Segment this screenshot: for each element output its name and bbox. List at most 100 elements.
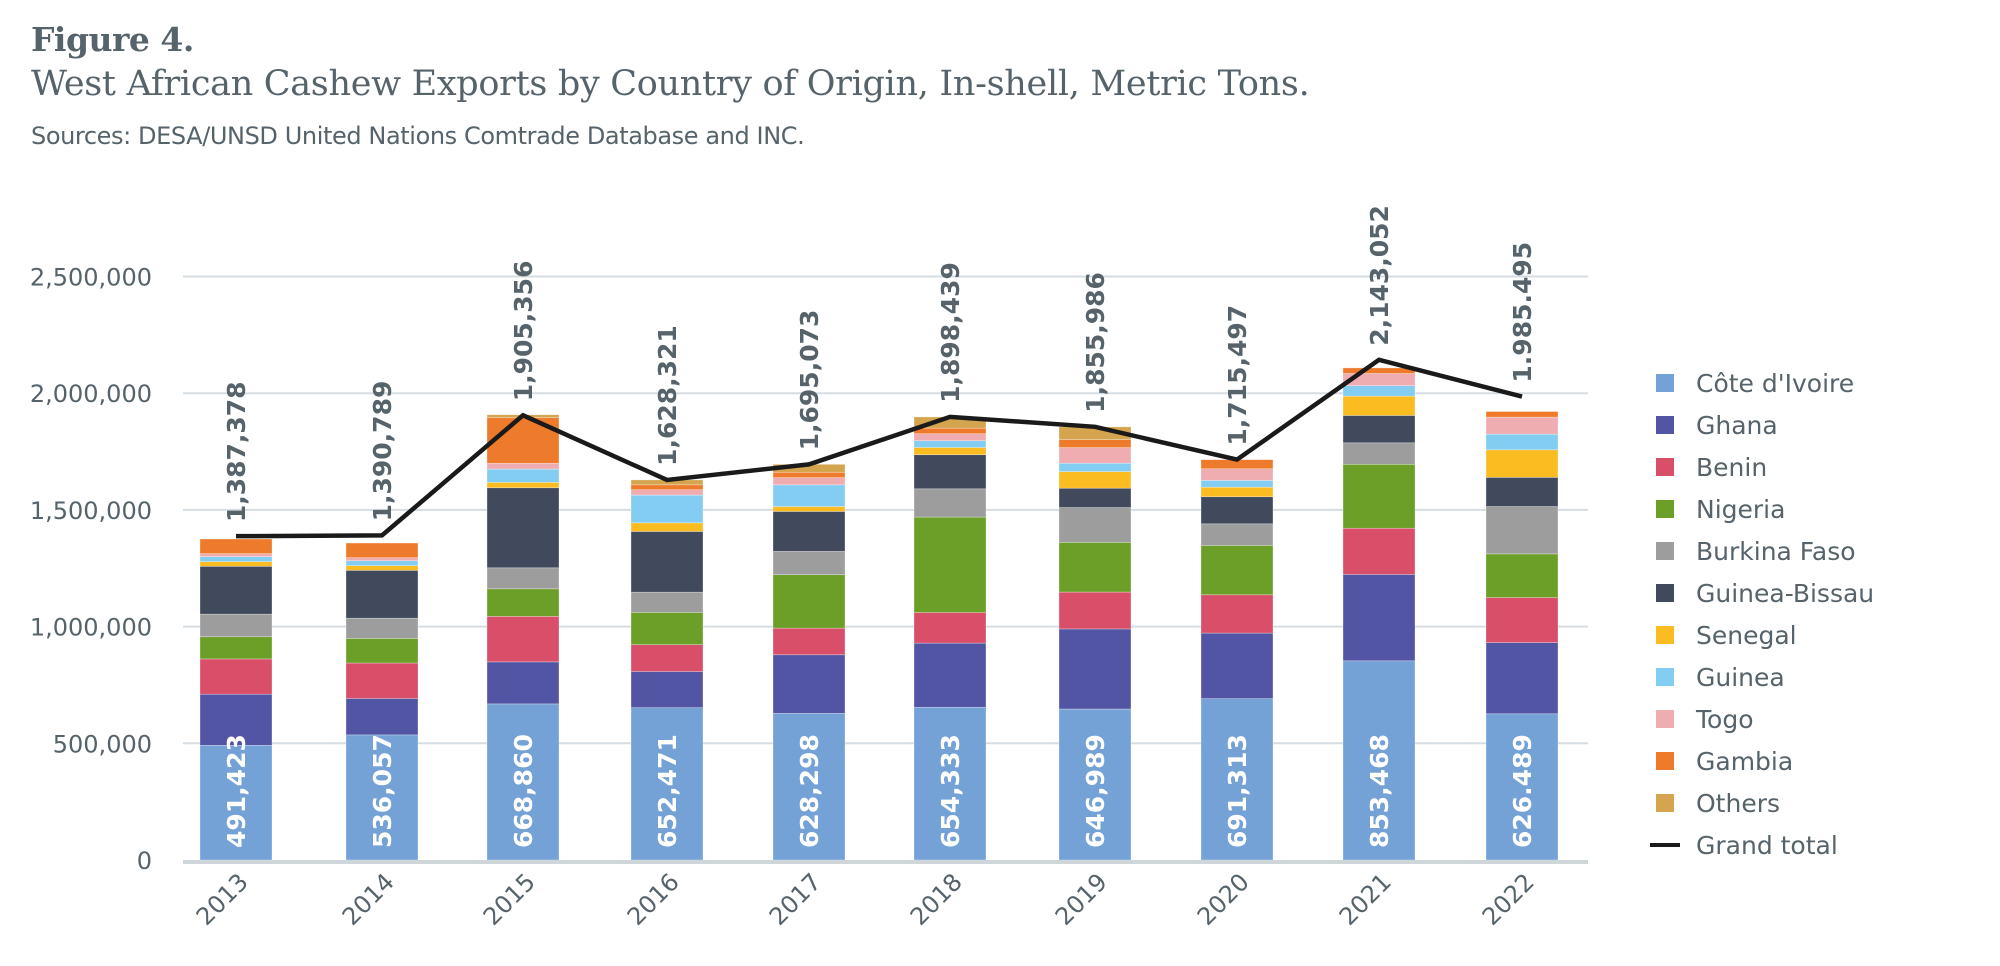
bar-segment-ghana — [630, 671, 704, 709]
legend-label: Nigeria — [1696, 494, 1786, 524]
bar-segment-benin — [630, 644, 704, 672]
bar-segment-gambia — [772, 471, 846, 478]
bar-segment-nigeria — [486, 588, 560, 617]
x-tick-label: 2017 — [764, 868, 827, 931]
legend-swatch-icon — [1656, 626, 1674, 644]
bar-segment-guinea-bissau — [1200, 496, 1274, 525]
legend-label: Benin — [1696, 452, 1768, 482]
x-tick-label: 2016 — [622, 868, 685, 931]
x-axis-tick-labels: 2013 2014 2015 2016 2017 2018 2019 2020 2021 2022 — [191, 868, 1540, 931]
bar-segment-benin — [1342, 527, 1416, 575]
x-tick-label: 2022 — [1477, 868, 1540, 931]
grand-total-labels: 1,387,378 1,390,789 1,905,356 1,628,321 1,69… — [222, 205, 1537, 522]
bar-segment-senegal — [1200, 486, 1274, 498]
bar-segment-guinea — [1200, 480, 1274, 488]
civ-value-label: 626.489 — [1508, 734, 1537, 848]
legend-item-others: Others — [1650, 782, 1874, 824]
legend: Côte d'Ivoire Ghana Benin Nigeria Burkina Fa… — [1650, 362, 1874, 866]
bar-segment-c-te-d-ivoire — [1342, 660, 1416, 861]
bar-segment-senegal — [345, 565, 419, 571]
cote-divoire-value-labels: 491,423 536,057 668,860 652,471 628,298 654,3… — [222, 734, 1537, 848]
bar-segment-senegal — [630, 522, 704, 532]
y-axis-tick-labels: 0 500,000 1,000,000 1,500,000 2,000,000 2,500… — [30, 264, 152, 876]
bar-segment-guinea-bissau — [199, 565, 273, 615]
bar-segment-guinea — [630, 494, 704, 524]
y-tick-label: 2,500,000 — [30, 264, 152, 292]
bar-segment-togo — [1058, 447, 1132, 464]
legend-label: Gambia — [1696, 746, 1794, 776]
bar-segment-guinea — [345, 560, 419, 566]
figure-label: Figure 4. — [31, 20, 194, 59]
bar-segment-togo — [1485, 416, 1559, 435]
civ-value-label: 536,057 — [368, 734, 397, 848]
grand-total-label: 1,898,439 — [936, 262, 965, 403]
x-tick-label: 2013 — [191, 868, 254, 931]
grand-total-label: 1.985.495 — [1508, 242, 1537, 383]
bar-segment-benin — [1200, 594, 1274, 634]
bar-segment-senegal — [1058, 471, 1132, 489]
bar-segment-nigeria — [913, 516, 987, 613]
bar-segment-togo — [772, 477, 846, 486]
bar-segment-togo — [486, 462, 560, 470]
legend-label: Ghana — [1696, 410, 1778, 440]
legend-label: Togo — [1696, 704, 1754, 734]
grand-total-label: 1,695,073 — [795, 310, 824, 451]
bar-segment-guinea — [913, 440, 987, 448]
legend-item-guinea: Guinea — [1650, 656, 1874, 698]
bar-segment-burkina-faso — [772, 551, 846, 576]
bar-segment-guinea-bissau — [630, 531, 704, 593]
bar-segment-togo — [913, 433, 987, 442]
bar-segment-burkina-faso — [1058, 507, 1132, 543]
legend-item-togo: Togo — [1650, 698, 1874, 740]
x-tick-label: 2019 — [1050, 868, 1113, 931]
bar-segment-gambia — [913, 427, 987, 435]
legend-item-benin: Benin — [1650, 446, 1874, 488]
legend-swatch-icon — [1656, 752, 1674, 770]
bar-segment-benin — [772, 627, 846, 656]
chart-title: West African Cashew Exports by Country o… — [31, 64, 1310, 104]
bar-segment-nigeria — [1058, 542, 1132, 593]
legend-label: Guinea — [1696, 662, 1785, 692]
legend-item-nigeria: Nigeria — [1650, 488, 1874, 530]
bar-segment-ghana — [772, 654, 846, 714]
chart-sources: Sources: DESA/UNSD United Nations Comtra… — [31, 122, 805, 150]
bar-segment-ghana — [1342, 574, 1416, 662]
grand-total-label: 1,855,986 — [1081, 272, 1110, 413]
bar-segment-guinea-bissau — [486, 487, 560, 569]
x-tick-label: 2015 — [478, 868, 541, 931]
legend-label: Guinea-Bissau — [1696, 578, 1875, 608]
bar-segment-benin — [913, 612, 987, 644]
bar-segment-senegal — [772, 506, 846, 512]
grand-total-polyline — [235, 357, 1523, 539]
civ-value-label: 853,468 — [1365, 734, 1394, 848]
bar-segment-benin — [486, 616, 560, 663]
bar-segment-ghana — [345, 698, 419, 736]
legend-line-icon — [1650, 843, 1680, 847]
civ-value-label: 628,298 — [795, 734, 824, 848]
y-tick-label: 2,000,000 — [30, 380, 152, 408]
bar-segment-gambia — [345, 542, 419, 559]
bar-segment-benin — [1485, 597, 1559, 643]
bar-segment-burkina-faso — [345, 617, 419, 639]
legend-swatch-icon — [1656, 794, 1674, 812]
legend-swatch-icon — [1656, 584, 1674, 602]
bar-segment-c-te-d-ivoire — [1058, 708, 1132, 861]
legend-item-ghana: Ghana — [1650, 404, 1874, 446]
bar-segment-guinea — [1342, 385, 1416, 397]
x-tick-label: 2021 — [1334, 868, 1397, 931]
bar-segment-nigeria — [345, 638, 419, 664]
x-tick-label: 2018 — [905, 868, 968, 931]
bar-segment-nigeria — [1342, 463, 1416, 529]
bar-segment-guinea — [772, 484, 846, 507]
bar-segment-ghana — [1058, 628, 1132, 710]
bar-segment-guinea-bissau — [1485, 477, 1559, 507]
bar-segment-nigeria — [630, 612, 704, 645]
legend-item-c-te-d-ivoire: Côte d'Ivoire — [1650, 362, 1874, 404]
grand-total-label: 1,387,378 — [222, 381, 251, 522]
bar-segment-guinea — [199, 556, 273, 562]
bar-segment-guinea — [1485, 433, 1559, 451]
legend-item-gambia: Gambia — [1650, 740, 1874, 782]
bar-segment-burkina-faso — [1200, 523, 1274, 546]
civ-value-label: 491,423 — [222, 734, 251, 848]
